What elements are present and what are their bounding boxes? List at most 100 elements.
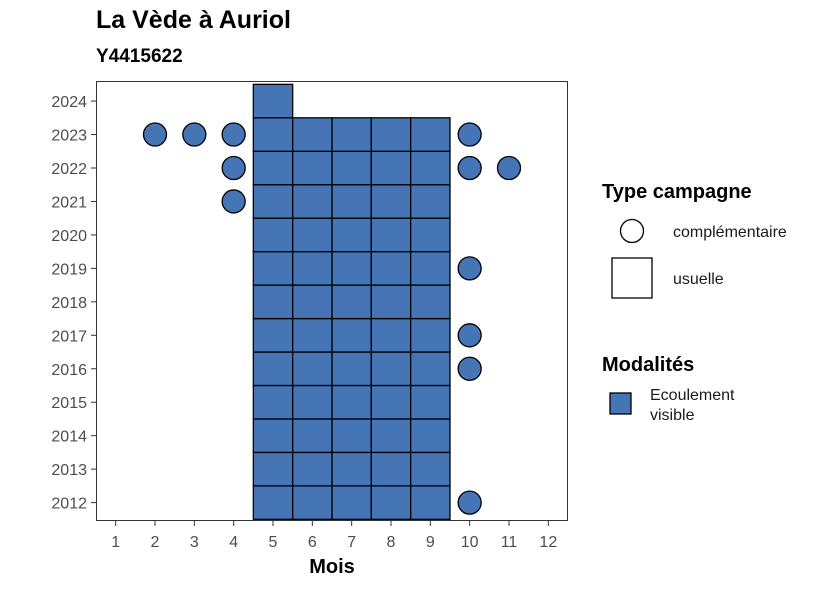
square-mark-6-2014 [292,418,333,454]
legend-title-modalites: Modalités [602,354,694,376]
x-tick-label-11: 11 [501,534,518,551]
square-mark-7-2017 [331,317,372,353]
x-tick-label-2: 2 [151,534,160,551]
square-mark-5-2021 [252,184,294,219]
y-tick-label-2016: 2016 [51,362,87,379]
square-mark-5-2022 [252,150,294,186]
data-marks [142,83,522,520]
square-mark-8-2018 [370,284,412,320]
legend-circle-key [619,218,645,244]
square-mark-6-2012 [292,485,333,520]
y-tick-label-2023: 2023 [51,128,87,145]
square-mark-9-2020 [410,217,451,253]
legend-fill-label-line2: visible [650,407,695,424]
square-mark-6-2016 [292,351,333,387]
square-mark-7-2018 [331,284,372,320]
legend-fill-items: Ecoulement visible [609,387,735,424]
circle-mark-10-2016 [457,356,482,381]
square-mark-7-2020 [331,217,372,253]
circle-mark-4-2023 [221,122,246,147]
x-tick-label-3: 3 [190,534,199,551]
square-mark-9-2016 [410,351,451,387]
square-mark-7-2012 [331,485,372,520]
square-mark-6-2022 [292,150,333,186]
square-mark-7-2019 [331,250,372,286]
square-mark-9-2015 [410,384,451,420]
x-tick-label-8: 8 [387,534,396,551]
circle-mark-10-2012 [457,490,482,515]
y-tick-label-2015: 2015 [51,395,87,412]
x-tick-label-12: 12 [539,534,557,551]
square-mark-8-2019 [370,250,412,286]
x-tick-label-4: 4 [229,534,238,551]
square-mark-8-2023 [370,117,412,152]
square-mark-5-2012 [252,485,294,520]
y-tick-label-2018: 2018 [51,295,87,312]
square-mark-9-2019 [410,250,451,286]
square-mark-5-2019 [252,250,294,286]
square-mark-6-2020 [292,217,333,253]
square-mark-7-2015 [331,384,372,420]
square-mark-7-2014 [331,418,372,454]
square-mark-8-2014 [370,418,412,454]
circle-mark-2-2023 [142,122,168,147]
square-mark-8-2021 [370,184,412,219]
square-mark-5-2013 [252,451,294,487]
x-tick-label-1: 1 [111,534,120,551]
square-mark-9-2012 [410,485,451,520]
circle-mark-4-2022 [221,155,246,181]
square-mark-8-2013 [370,451,412,487]
square-mark-5-2023 [252,117,294,152]
legend-label-circle: complémentaire [673,224,787,241]
y-tick-label-2020: 2020 [51,228,87,245]
square-mark-6-2015 [292,384,333,420]
y-tick-label-2021: 2021 [51,194,87,211]
legend-square-key [611,257,653,299]
square-mark-5-2024 [252,83,294,119]
square-mark-7-2016 [331,351,372,387]
square-mark-8-2017 [370,317,412,353]
y-tick-label-2017: 2017 [51,328,87,345]
x-axis-title: Mois [309,556,355,578]
legend-shape-items: complémentaire usuelle [611,218,787,299]
y-tick-label-2024: 2024 [51,94,87,111]
square-mark-6-2018 [292,284,333,320]
x-tick-label-10: 10 [461,534,479,551]
x-tick-label-7: 7 [347,534,356,551]
y-tick-label-2022: 2022 [51,161,87,178]
square-mark-6-2013 [292,451,333,487]
y-tick-label-2019: 2019 [51,261,87,278]
legend-fill-label-line1: Ecoulement [650,387,735,404]
legend-fill-key [609,392,632,415]
square-mark-9-2014 [410,418,451,454]
circle-mark-11-2022 [496,155,522,181]
x-tick-label-9: 9 [426,534,435,551]
square-mark-6-2023 [292,117,333,152]
y-tick-label-2012: 2012 [51,496,87,513]
x-tick-label-5: 5 [269,534,278,551]
square-mark-6-2017 [292,317,333,353]
square-mark-5-2014 [252,418,294,454]
square-mark-8-2015 [370,384,412,420]
circle-mark-10-2017 [457,323,482,348]
chart-subtitle: Y4415622 [96,46,183,67]
legend-label-square: usuelle [673,271,724,288]
circle-mark-10-2023 [457,122,482,147]
square-mark-9-2017 [410,317,451,353]
square-mark-7-2022 [331,150,372,186]
square-mark-7-2021 [331,184,372,219]
square-mark-8-2012 [370,485,412,520]
square-mark-8-2020 [370,217,412,253]
square-mark-7-2023 [331,117,372,152]
square-mark-5-2020 [252,217,294,253]
x-axis: 1 2 3 4 5 6 7 8 9 10 11 12 [111,521,557,551]
square-mark-8-2022 [370,150,412,186]
chart-title: La Vède à Auriol [96,6,291,34]
legend-title-type-campagne: Type campagne [602,181,752,203]
square-mark-5-2017 [252,317,294,353]
panel-border [96,81,568,521]
x-tick-label-6: 6 [308,534,317,551]
square-mark-9-2023 [410,117,451,152]
square-mark-9-2013 [410,451,451,487]
